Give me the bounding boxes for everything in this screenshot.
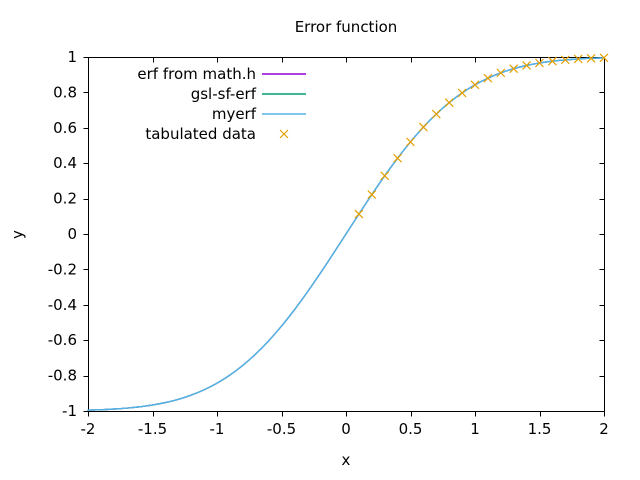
legend-x-marker: [279, 129, 289, 139]
legend-row: gsl-sf-erf: [0, 84, 312, 104]
legend-line-sample-icon: [256, 68, 312, 80]
y-tick-label: 0: [67, 225, 77, 243]
x-tick-label: 1: [470, 420, 480, 438]
x-tick-label: 0: [341, 420, 351, 438]
series-myerf: [87, 57, 605, 411]
legend-marker-glyph: [279, 129, 289, 139]
y-tick-label: -0.6: [48, 331, 77, 349]
y-tick-label: -0.4: [48, 296, 77, 314]
y-tick-label: 0.8: [53, 83, 77, 101]
legend-label: tabulated data: [145, 125, 256, 143]
legend-label: gsl-sf-erf: [190, 85, 256, 103]
legend-row: myerf: [0, 104, 312, 124]
y-tick-label: 0.2: [53, 190, 77, 208]
legend-line-glyph: [262, 93, 306, 95]
series-tabulated-data: [354, 53, 609, 219]
x-tick-label: -2: [81, 420, 96, 438]
y-axis-label: y: [8, 230, 27, 239]
x-tick-label: 1.5: [528, 420, 552, 438]
x-tick-label: -0.5: [267, 420, 296, 438]
x-tick-label: 0.5: [399, 420, 423, 438]
chart-title: Error function: [294, 18, 398, 36]
legend-label: erf from math.h: [137, 65, 256, 83]
legend-line-glyph: [262, 73, 306, 75]
x-tick-label: -1.5: [138, 420, 167, 438]
legend-row: tabulated data: [0, 124, 312, 144]
x-axis-label: x: [341, 451, 351, 469]
x-tick-label: -1: [210, 420, 225, 438]
legend-label: myerf: [211, 105, 256, 123]
x-tick-label: 2: [599, 420, 609, 438]
legend-line-sample-icon: [256, 88, 312, 100]
y-tick-label: -0.8: [48, 367, 77, 385]
legend-row: erf from math.h: [0, 64, 312, 84]
y-tick-label: 0.6: [53, 119, 77, 137]
y-tick-label: -1: [62, 402, 77, 420]
legend-line-sample-icon: [256, 108, 312, 120]
legend-marker-sample-icon: [256, 128, 312, 140]
legend-line-glyph: [262, 113, 306, 115]
y-tick-label: 1: [67, 48, 77, 66]
y-tick-label: 0.4: [53, 154, 77, 172]
y-tick-label: -0.2: [48, 260, 77, 278]
legend: erf from math.h gsl-sf-erf myerf tabulat…: [0, 64, 312, 144]
